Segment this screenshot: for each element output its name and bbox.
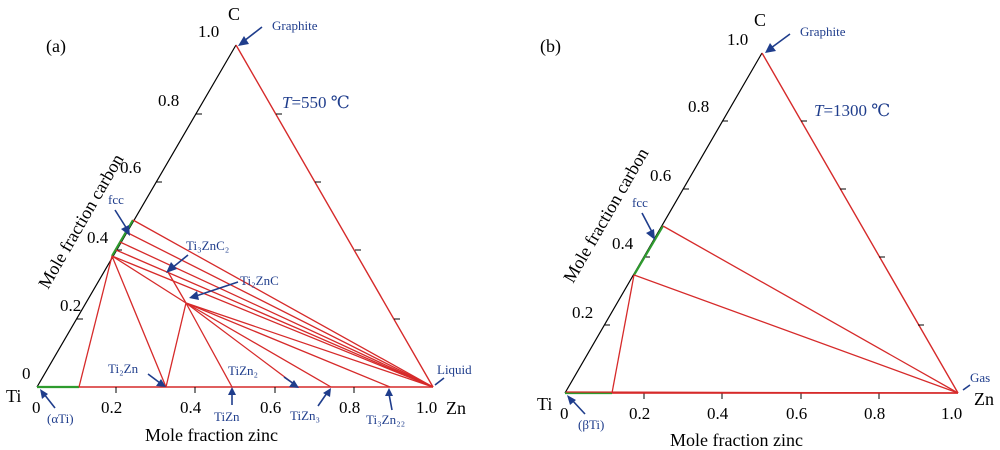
panel-b-left-tick-2: 0.4 bbox=[612, 234, 634, 253]
panel-a-left-ticks bbox=[77, 113, 202, 320]
panel-b-vertex-ti: Ti bbox=[537, 394, 552, 414]
panel-b-left-axis-title: Mole fraction carbon bbox=[559, 144, 652, 286]
panel-b-arrow-ti-solid bbox=[571, 399, 586, 415]
panel-a-label-tizn2: TiZn₂ bbox=[228, 363, 258, 378]
panel-a-left-tick-0: 0 bbox=[22, 364, 31, 383]
panel-b-arrow-gas bbox=[962, 384, 971, 391]
panel-a-vertex-zn: Zn bbox=[446, 398, 466, 418]
panel-a-left-tick-1: 0.2 bbox=[60, 296, 81, 315]
panel-a-arrow-ti2znc bbox=[195, 281, 239, 297]
panel-b-bottom-tick-2: 0.4 bbox=[707, 404, 729, 423]
panel-b-edge-ti-c bbox=[564, 52, 763, 394]
panel-a-bottom-ticks bbox=[115, 387, 355, 393]
panel-b-label-ti-solid: (βTi) bbox=[578, 417, 604, 432]
panel-a-bottom-axis-title: Mole fraction zinc bbox=[145, 425, 278, 445]
panel-a-label-liquid: Liquid bbox=[437, 362, 472, 377]
panel-b-edge-c-zn bbox=[761, 52, 959, 394]
panel-a-label-ti-solid: (αTi) bbox=[47, 411, 74, 426]
panel-a-bottom-tick-2: 0.4 bbox=[180, 398, 202, 417]
panel-a-bottom-tick-3: 0.6 bbox=[260, 398, 281, 417]
panel-a-vertex-c: C bbox=[228, 4, 240, 24]
panel-b-bottom-axis-title: Mole fraction zinc bbox=[670, 430, 803, 450]
panel-a-label-graphite: Graphite bbox=[272, 18, 318, 33]
panel-a-label-ti3zn22: Ti₃Zn₂₂ bbox=[366, 412, 405, 427]
panel-a-label-ti3znc2: Ti₃ZnC₂ bbox=[186, 238, 229, 253]
panel-a-arrow-liquid bbox=[434, 377, 445, 386]
panel-a: (a) 0 0.2 0.4 0.6 0.8 bbox=[6, 4, 472, 445]
panel-b-fcc-region bbox=[633, 225, 664, 276]
panel-a-arrow-ti3znc2 bbox=[171, 254, 189, 269]
panel-a-label-fcc: fcc bbox=[108, 192, 124, 207]
panel-b-vertex-c: C bbox=[754, 10, 766, 30]
panel-a-label-tizn: TiZn bbox=[214, 409, 240, 424]
panel-a-edge-c-zn bbox=[235, 44, 434, 388]
panel-a-arrow-ti3zn22 bbox=[388, 393, 393, 411]
panel-a-edge-ti-c bbox=[36, 44, 237, 388]
panel-b-bottom-tick-5: 1.0 bbox=[941, 404, 962, 423]
panel-b: (b) 0.2 0.4 0.6 0.8 1.0 bbox=[537, 10, 994, 450]
panel-b-label-graphite: Graphite bbox=[800, 24, 846, 39]
panel-a-arrow-ti2zn bbox=[147, 373, 161, 384]
panel-b-label-fcc: fcc bbox=[632, 195, 648, 210]
panel-b-arrow-graphite bbox=[770, 33, 791, 49]
panel-a-left-tick-4: 0.8 bbox=[158, 91, 179, 110]
panel-a-arrow-tizn3 bbox=[317, 392, 328, 407]
panel-b-vertex-zn: Zn bbox=[974, 389, 994, 409]
panel-b-left-tick-3: 0.6 bbox=[650, 166, 671, 185]
panel-b-label: (b) bbox=[540, 36, 561, 57]
panel-a-arrow-ti-solid bbox=[43, 393, 56, 409]
panel-b-right-ticks bbox=[801, 120, 924, 326]
panel-b-tie-lines bbox=[565, 225, 959, 394]
panel-b-bottom-tick-4: 0.8 bbox=[864, 404, 885, 423]
panel-a-temperature: T=550 ℃ bbox=[282, 93, 350, 112]
panel-a-label: (a) bbox=[46, 36, 66, 57]
panel-b-bottom-tick-3: 0.6 bbox=[786, 404, 807, 423]
panel-b-left-tick-4: 0.8 bbox=[688, 97, 709, 116]
panel-a-vertex-ti: Ti bbox=[6, 386, 21, 406]
panel-a-right-ticks bbox=[276, 113, 400, 320]
panel-a-left-tick-3: 0.6 bbox=[120, 158, 141, 177]
panel-a-left-axis-title: Mole fraction carbon bbox=[34, 150, 127, 292]
panel-b-bottom-tick-1: 0.2 bbox=[629, 404, 650, 423]
panel-a-label-ti2znc: Ti₂ZnC bbox=[240, 273, 279, 288]
panel-a-fcc-region bbox=[111, 219, 134, 257]
panel-a-bottom-tick-1: 0.2 bbox=[101, 398, 122, 417]
panel-a-left-tick-2: 0.4 bbox=[87, 228, 109, 247]
panel-a-left-tick-5: 1.0 bbox=[198, 22, 219, 41]
panel-a-label-ti2zn: Ti₂Zn bbox=[108, 361, 139, 376]
panel-a-label-tizn3: TiZn₃ bbox=[290, 408, 320, 423]
panel-a-bottom-tick-0: 0 bbox=[32, 398, 41, 417]
panel-b-arrow-fcc bbox=[641, 212, 653, 233]
panel-b-bottom-ticks bbox=[643, 393, 880, 399]
panel-b-bottom-tick-0: 0 bbox=[560, 404, 569, 423]
panel-a-arrow-graphite bbox=[243, 26, 263, 42]
panel-b-left-tick-5: 1.0 bbox=[727, 30, 748, 49]
panel-b-left-tick-1: 0.2 bbox=[572, 303, 593, 322]
panel-a-bottom-tick-5: 1.0 bbox=[416, 398, 437, 417]
panel-a-bottom-tick-4: 0.8 bbox=[339, 398, 360, 417]
panel-a-arrow-fcc bbox=[114, 209, 128, 230]
panel-b-label-gas: Gas bbox=[970, 370, 990, 385]
panel-b-temperature: T=1300 ℃ bbox=[814, 101, 890, 120]
